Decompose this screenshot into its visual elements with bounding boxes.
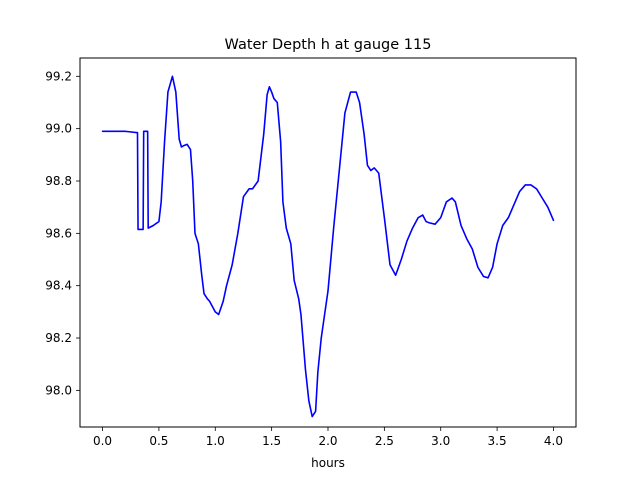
y-tick-label: 98.2 xyxy=(45,331,72,345)
y-tick-label: 98.8 xyxy=(45,174,72,188)
x-tick-label: 0.5 xyxy=(149,434,168,448)
x-tick-label: 0.0 xyxy=(93,434,112,448)
y-tick-label: 99.2 xyxy=(45,69,72,83)
y-tick-label: 98.0 xyxy=(45,383,72,397)
plot-frame xyxy=(79,57,577,428)
x-tick-label: 2.0 xyxy=(318,434,337,448)
y-tick-label: 98.6 xyxy=(45,226,72,240)
series-line-0 xyxy=(101,75,555,418)
x-tick-label: 1.5 xyxy=(262,434,281,448)
x-tick-label: 1.0 xyxy=(206,434,225,448)
x-axis-label: hours xyxy=(311,456,345,470)
ticks-layer: 0.0 0.5 1.0 1.5 2.0 2.5 3.0 3.5 4.0 98.0 98.2 98.4 9… xyxy=(45,69,563,448)
x-tick-label: 4.0 xyxy=(544,434,563,448)
plot-area xyxy=(80,58,576,427)
x-tick-label: 3.5 xyxy=(488,434,507,448)
x-tick-label: 2.5 xyxy=(375,434,394,448)
series-layer xyxy=(101,75,555,418)
y-tick-label: 99.0 xyxy=(45,122,72,136)
x-tick-label: 3.0 xyxy=(431,434,450,448)
chart-title: Water Depth h at gauge 115 xyxy=(225,37,432,53)
y-tick-label: 98.4 xyxy=(45,279,72,293)
